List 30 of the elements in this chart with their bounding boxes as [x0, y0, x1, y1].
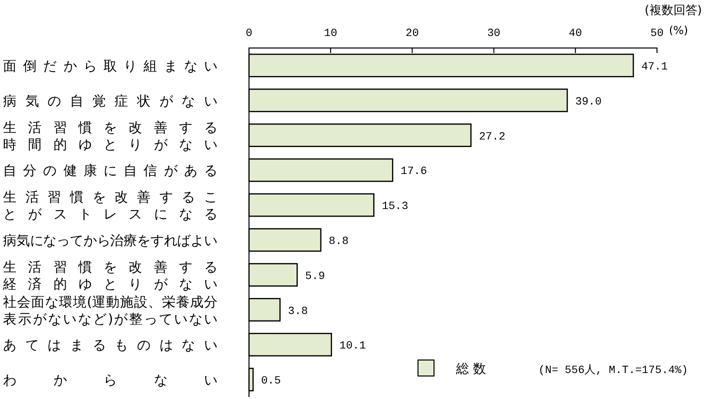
x-tick-label: 20 — [406, 28, 419, 40]
data-label: 3.8 — [288, 306, 308, 318]
y-tick-label: 社会面な環境(運動施設、栄養成分表示がないなど)が整っていない — [3, 294, 218, 328]
y-tick-label: 生活習慣を改善する経済的ゆとりがない — [2, 258, 218, 292]
y-tick-label: 自分の健康に自信がある — [3, 163, 218, 180]
data-label: 47.1 — [641, 61, 668, 74]
y-tick-label: 生活習慣を改善する時間的ゆとりがない — [3, 118, 218, 153]
data-label: 15.3 — [382, 201, 408, 214]
x-tick-label: 10 — [324, 28, 338, 40]
annotation: (N= 556人, M.T.=175.4%) — [538, 364, 688, 377]
y-tick-label: 面倒だから取り組まない — [3, 58, 218, 74]
y-tick-label: 病気になってから治療をすればよい — [3, 232, 218, 249]
y-tick-label: わからない — [3, 372, 218, 389]
data-label: 10.1 — [339, 340, 366, 353]
text: (複数回答) — [644, 3, 702, 17]
x-tick-label: 0 — [246, 28, 252, 40]
data-label: 27.2 — [478, 131, 506, 144]
x-tick-label: 50 — [650, 28, 664, 40]
data-label: 5.9 — [305, 270, 325, 283]
y-tick-label: 生活習慣を改善することがストレスになる — [3, 188, 218, 223]
legend-label: 総 数 — [455, 362, 486, 377]
x-axis-title: (%) — [669, 24, 688, 37]
y-tick-label: 病気の自覚症状がない — [3, 93, 218, 110]
x-tick-label: 30 — [487, 28, 500, 40]
data-label: 39.0 — [575, 96, 602, 108]
x-tick-label: 40 — [568, 28, 582, 40]
data-label: 8.8 — [328, 236, 349, 248]
data-label: 0.5 — [261, 376, 281, 388]
data-label: 17.6 — [400, 166, 428, 178]
y-tick-label: あてはまるものはない — [3, 338, 218, 354]
